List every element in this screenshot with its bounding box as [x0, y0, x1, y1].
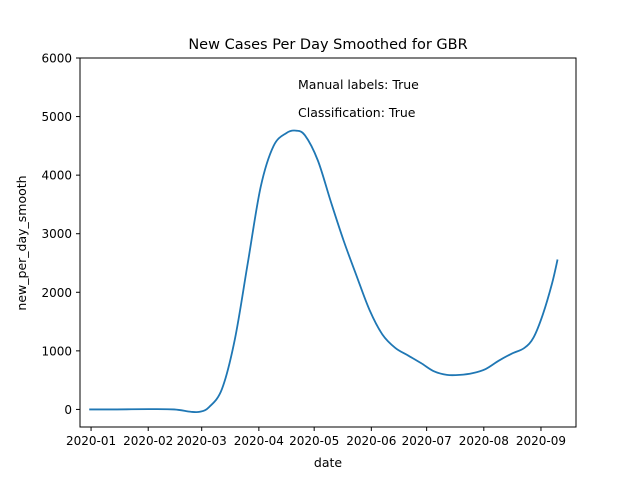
plot-frame: [79, 57, 577, 428]
x-tick-label: 2020-02: [123, 434, 173, 448]
chart-title: New Cases Per Day Smoothed for GBR: [188, 37, 467, 53]
x-tick-label: 2020-05: [289, 434, 339, 448]
y-tick-label: 3000: [41, 227, 72, 241]
plot-area: [80, 58, 576, 427]
x-axis-label: date: [314, 455, 342, 470]
x-tick-label: 2020-01: [66, 434, 116, 448]
x-tick-label: 2020-03: [177, 434, 227, 448]
y-axis-label: new_per_day_smooth: [14, 175, 29, 310]
y-tick-label: 4000: [41, 169, 72, 183]
y-tick-label: 0: [64, 403, 72, 417]
x-tick-label: 2020-04: [234, 434, 284, 448]
y-tick-label: 6000: [41, 52, 72, 66]
x-tick-label: 2020-06: [346, 434, 396, 448]
axis-ticks: 0 1000 2000 3000 4000 5000 6000 2020-01 2020-02 2…: [41, 52, 566, 449]
x-tick-label: 2020-08: [459, 434, 509, 448]
series-line: [89, 129, 559, 414]
x-tick-label: 2020-07: [402, 434, 452, 448]
annotation-classification: Classification: True: [298, 105, 416, 120]
y-tick-label: 5000: [41, 110, 72, 124]
x-tick-label: 2020-09: [516, 434, 566, 448]
annotation-manual-labels: Manual labels: True: [298, 77, 419, 92]
y-tick-label: 1000: [41, 344, 72, 358]
y-tick-label: 2000: [41, 286, 72, 300]
